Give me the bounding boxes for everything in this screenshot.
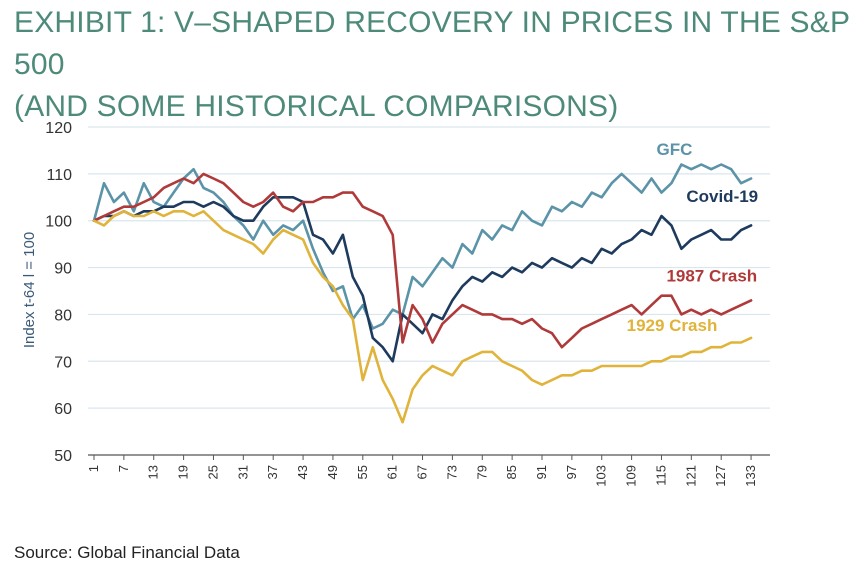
y-axis-label: Index t-64 l = 100 [21, 232, 38, 348]
chart-title: EXHIBIT 1: V–SHAPED RECOVERY IN PRICES I… [14, 2, 854, 128]
x-tick-label: 121 [683, 465, 698, 487]
y-tick-label: 90 [54, 261, 72, 278]
y-tick-label: 70 [54, 354, 72, 371]
y-tick-label: 60 [54, 401, 72, 418]
x-tick-label: 127 [713, 465, 728, 487]
x-tick-label: 109 [624, 465, 639, 487]
x-tick-label: 49 [325, 465, 340, 479]
chart-title-line-2: (AND SOME HISTORICAL COMPARISONS) [14, 90, 619, 123]
x-tick-label: 7 [116, 465, 131, 472]
x-tick-label: 85 [504, 465, 519, 479]
x-tick-label: 115 [653, 465, 668, 486]
y-tick-label: 100 [45, 214, 72, 231]
series-label-1987-crash: 1987 Crash [666, 267, 757, 286]
x-tick-label: 25 [205, 465, 220, 479]
series-label-covid-19: Covid-19 [686, 187, 758, 206]
x-tick-label: 67 [415, 465, 430, 479]
y-tick-label: 80 [54, 307, 72, 324]
x-tick-label: 73 [444, 465, 459, 479]
y-tick-label: 120 [45, 120, 72, 137]
y-axis-ticks: 120 110 100 90 80 70 60 50 [45, 120, 72, 465]
x-tick-label: 43 [295, 465, 310, 479]
x-tick-label: 55 [355, 465, 370, 479]
series-lines [92, 163, 753, 424]
x-tick-label: 19 [176, 465, 191, 479]
series-line-gfc [92, 163, 753, 330]
x-tick-label: 91 [534, 465, 549, 479]
series-label-1929-crash: 1929 Crash [627, 316, 718, 335]
x-tick-label: 97 [564, 465, 579, 479]
series-line-1987-crash [92, 172, 753, 349]
gridlines [88, 126, 770, 456]
x-axis-ticks: 1 7 13 19 25 31 37 43 49 55 61 67 73 79 85 91 97 103 109 11… [86, 455, 758, 487]
x-tick-label: 79 [474, 465, 489, 479]
series-labels: GFC Covid-19 1987 Crash 1929 Crash [627, 140, 759, 335]
x-tick-label: 37 [265, 465, 280, 479]
x-tick-label: 13 [146, 465, 161, 479]
source-note: Source: Global Financial Data [14, 543, 240, 562]
x-tick-label: 133 [743, 465, 758, 487]
series-label-gfc: GFC [656, 140, 692, 159]
x-tick-label: 61 [385, 465, 400, 479]
series-line-covid-19 [92, 196, 753, 363]
y-tick-label: 50 [54, 448, 72, 465]
x-tick-label: 31 [235, 465, 250, 479]
chart-title-line-1: EXHIBIT 1: V–SHAPED RECOVERY IN PRICES I… [14, 6, 850, 81]
series-line-1929-crash [92, 210, 753, 424]
x-tick-label: 1 [86, 465, 101, 472]
y-tick-label: 110 [46, 167, 72, 184]
x-tick-label: 103 [594, 465, 609, 487]
